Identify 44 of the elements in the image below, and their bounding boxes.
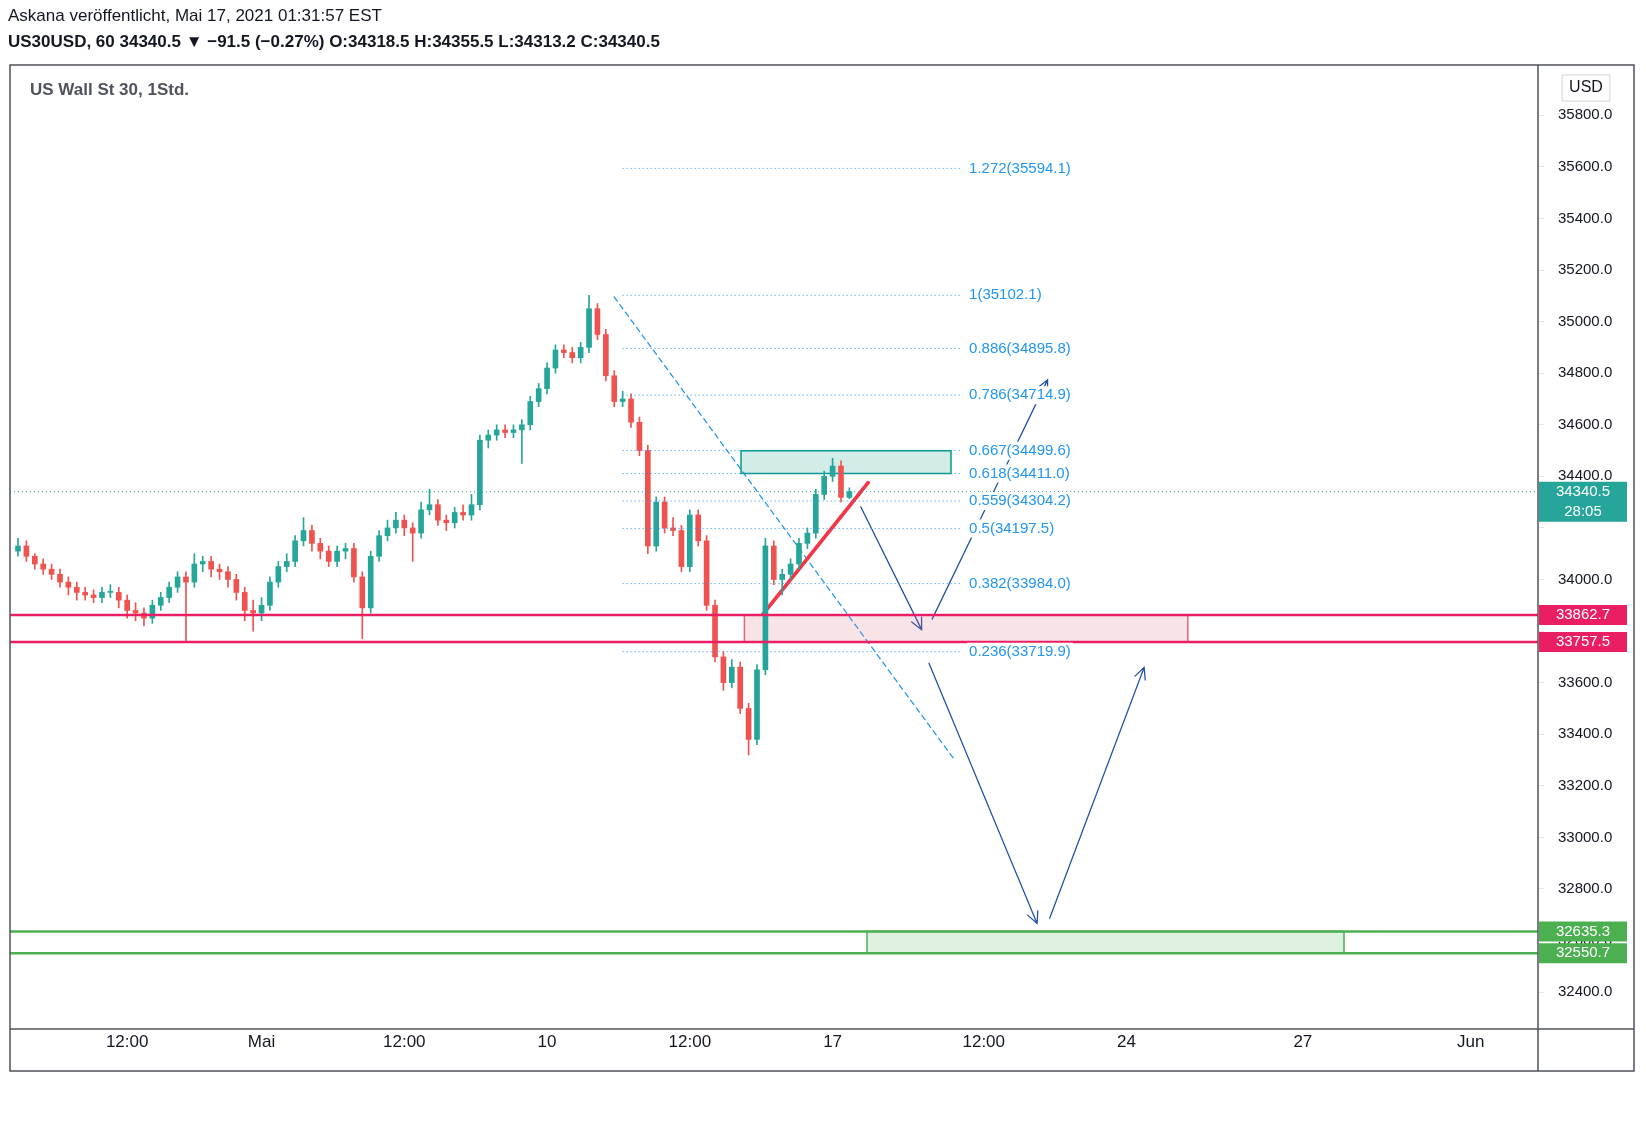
y-tick-label: 35400.0 xyxy=(1558,208,1613,226)
ref-line-label: 0.667(34499.6) xyxy=(969,440,1071,458)
ref-line-label: 32550.7 xyxy=(1555,943,1611,961)
y-tick-label: 33000.0 xyxy=(1558,827,1613,845)
y-tick-label: 32800.0 xyxy=(1558,879,1613,897)
ref-line-label: 1.272(35594.1) xyxy=(969,158,1071,176)
x-tick-label: Jun xyxy=(1457,1031,1485,1051)
y-tick-label: 34600.0 xyxy=(1558,414,1613,432)
x-tick-label: 12:00 xyxy=(105,1031,149,1051)
x-tick-label: 27 xyxy=(1293,1031,1313,1051)
y-tick-label: 35200.0 xyxy=(1558,260,1613,278)
y-tick-label: 33600.0 xyxy=(1558,672,1613,690)
x-tick-label: 12:00 xyxy=(383,1031,426,1051)
y-tick-label: 32400.0 xyxy=(1558,982,1613,1000)
ref-line-label: 0.382(33984.0) xyxy=(969,573,1071,591)
ref-line-label: 32635.3 xyxy=(1555,921,1611,939)
ref-line-label: 0.559(34304.2) xyxy=(969,491,1071,509)
ref-line-label: 0.886(34895.8) xyxy=(969,338,1071,356)
x-tick-label: 12:00 xyxy=(668,1031,712,1051)
y-tick-label: 35800.0 xyxy=(1558,105,1613,123)
x-tick-label: 10 xyxy=(537,1031,557,1051)
text: USD xyxy=(1569,78,1603,96)
x-tick-label: 17 xyxy=(823,1031,843,1051)
chart-subtitle: US30USD, 60 34340.5 ▼ −91.5 (−0.27%) O:34318.5 H:34355.5 L:34313.2 C:34340.5 xyxy=(8,32,660,52)
y-tick-label: 35600.0 xyxy=(1558,157,1613,175)
x-tick-label: 12:00 xyxy=(962,1031,1006,1051)
ref-line-label: 33757.5 xyxy=(1555,632,1611,650)
ref-line-label: 0.236(33719.9) xyxy=(969,641,1071,659)
ref-line-label: 34340.5 28:05 xyxy=(1555,481,1611,519)
y-tick-label: 35000.0 xyxy=(1558,311,1613,329)
y-tick-label: 34400.0 xyxy=(1558,466,1613,484)
y-tick-label: 34000.0 xyxy=(1558,569,1613,587)
ref-line-label: 33862.7 xyxy=(1555,605,1611,623)
chart-title: Askana veröffentlicht, Mai 17, 2021 01:31:57 EST xyxy=(8,6,382,26)
ref-line-label: 0.618(34411.0) xyxy=(969,463,1070,481)
y-tick-label: 33400.0 xyxy=(1558,724,1613,742)
ref-line-label: 1(35102.1) xyxy=(969,285,1042,303)
y-tick-label: 33200.0 xyxy=(1558,775,1613,793)
ref-line-label: 0.5(34197.5) xyxy=(969,518,1055,536)
ref-line-label: 0.786(34714.9) xyxy=(969,385,1071,403)
y-tick-label: 34800.0 xyxy=(1558,363,1613,381)
x-tick-label: Mai xyxy=(247,1031,276,1051)
x-tick-label: 24 xyxy=(1117,1031,1136,1051)
annotation: US Wall St 30, 1Std. xyxy=(30,79,190,99)
